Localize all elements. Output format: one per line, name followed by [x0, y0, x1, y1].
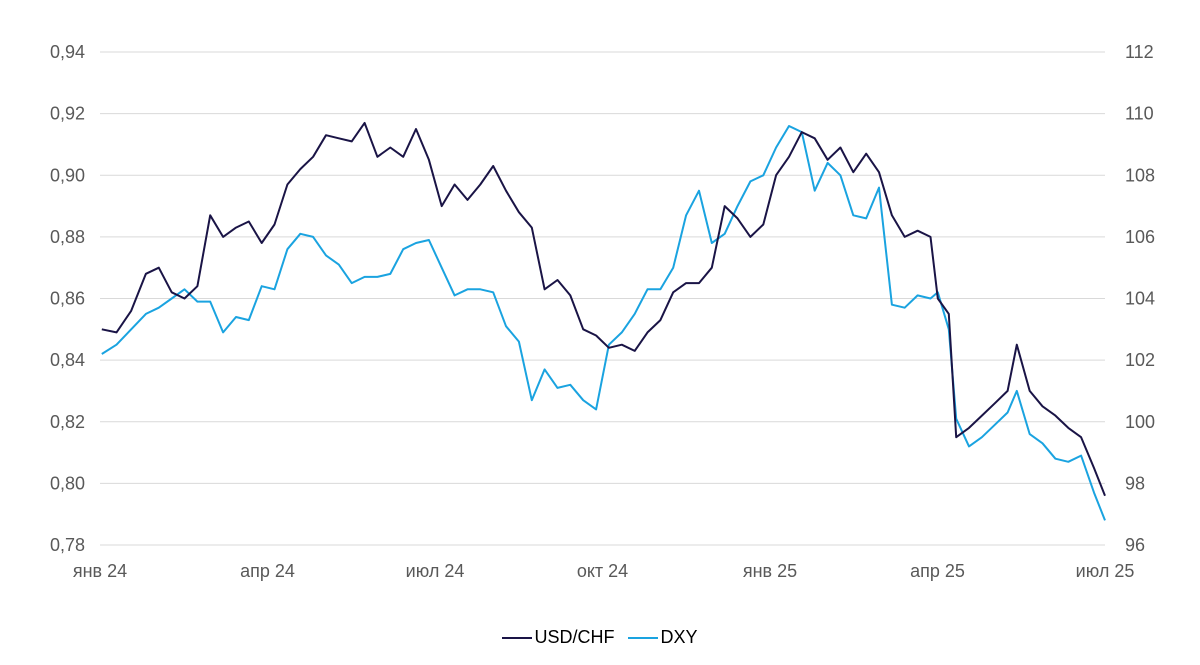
y-left-tick-label: 0,80 — [50, 473, 85, 493]
y-left-tick-label: 0,78 — [50, 535, 85, 555]
legend: USD/CHF DXY — [0, 627, 1200, 648]
y-right-tick-label: 96 — [1125, 535, 1145, 555]
x-tick-label: июл 24 — [406, 561, 465, 581]
x-tick-label: апр 25 — [910, 561, 965, 581]
legend-label-dxy: DXY — [660, 627, 698, 647]
y-right-tick-label: 112 — [1125, 42, 1154, 62]
y-left-tick-label: 0,92 — [50, 104, 85, 124]
series-lines — [101, 121, 1106, 521]
y-right-tick-label: 100 — [1125, 412, 1155, 432]
y-left-tick-label: 0,86 — [50, 289, 85, 309]
x-tick-label: янв 24 — [73, 561, 127, 581]
right-axis: 96 98 100 102 104 106 108 110 112 — [1125, 42, 1155, 555]
y-left-tick-label: 0,88 — [50, 227, 85, 247]
legend-item-usdchf: USD/CHF — [502, 627, 614, 648]
y-right-tick-label: 108 — [1125, 165, 1155, 185]
y-right-tick-label: 106 — [1125, 227, 1155, 247]
series-line-usdchf — [101, 121, 1106, 497]
x-axis: янв 24 апр 24 июл 24 окт 24 янв 25 апр 25 июл … — [73, 561, 1134, 581]
y-right-tick-label: 98 — [1125, 473, 1145, 493]
series-line-dxy — [101, 125, 1106, 521]
y-right-tick-label: 102 — [1125, 350, 1155, 370]
y-left-tick-label: 0,90 — [50, 165, 85, 185]
x-tick-label: янв 25 — [743, 561, 797, 581]
x-tick-label: июл 25 — [1076, 561, 1135, 581]
y-left-tick-label: 0,94 — [50, 42, 85, 62]
y-right-tick-label: 110 — [1125, 104, 1154, 124]
chart: 0,780,800,820,840,860,880,900,920,94 969… — [50, 42, 1155, 581]
legend-swatch-usdchf — [502, 636, 533, 639]
y-left-tick-label: 0,84 — [50, 350, 85, 370]
legend-label-usdchf: USD/CHF — [534, 627, 615, 647]
x-tick-label: окт 24 — [577, 561, 628, 581]
legend-item-dxy: DXY — [628, 627, 698, 648]
y-left-tick-label: 0,82 — [50, 412, 85, 432]
legend-swatch-dxy — [628, 636, 659, 639]
gridlines — [100, 51, 1105, 546]
x-tick-label: апр 24 — [240, 561, 295, 581]
left-axis: 0,78 0,80 0,82 0,84 0,86 0,88 0,90 0,92 0,94 — [50, 42, 85, 555]
y-right-tick-label: 104 — [1125, 289, 1155, 309]
